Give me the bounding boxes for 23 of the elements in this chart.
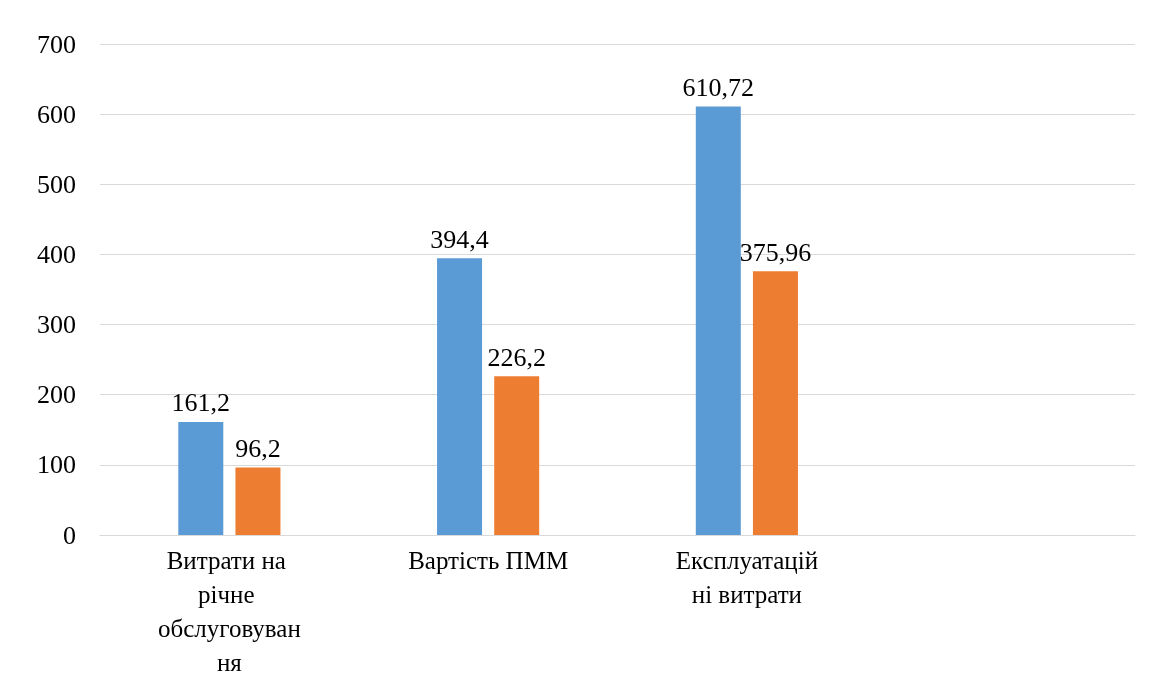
bar (235, 467, 281, 535)
data-label: 610,72 (682, 73, 755, 103)
bar (494, 376, 540, 535)
y-tick-label: 500 (37, 169, 76, 199)
bar (178, 421, 224, 535)
bar (752, 271, 798, 535)
y-tick-label: 100 (37, 450, 76, 480)
data-label: 375,96 (739, 237, 812, 267)
data-label: 226,2 (487, 342, 546, 372)
y-tick-label: 700 (37, 29, 76, 59)
bar (437, 258, 483, 535)
y-tick-label: 0 (63, 520, 76, 550)
data-label: 394,4 (430, 224, 489, 254)
bar (695, 106, 741, 535)
y-tick-label: 400 (37, 239, 76, 269)
data-label: 96,2 (235, 434, 281, 464)
x-tick-label: Вартість ПММ (408, 546, 569, 574)
y-tick-label: 300 (37, 310, 76, 340)
x-tick-label: Експлуатаційні витрати (675, 546, 819, 608)
y-tick-label: 600 (37, 99, 76, 129)
y-tick-label: 200 (37, 380, 76, 410)
data-label: 161,2 (171, 388, 231, 418)
x-tick-label: Витрати на річне обслуговування (157, 546, 301, 676)
